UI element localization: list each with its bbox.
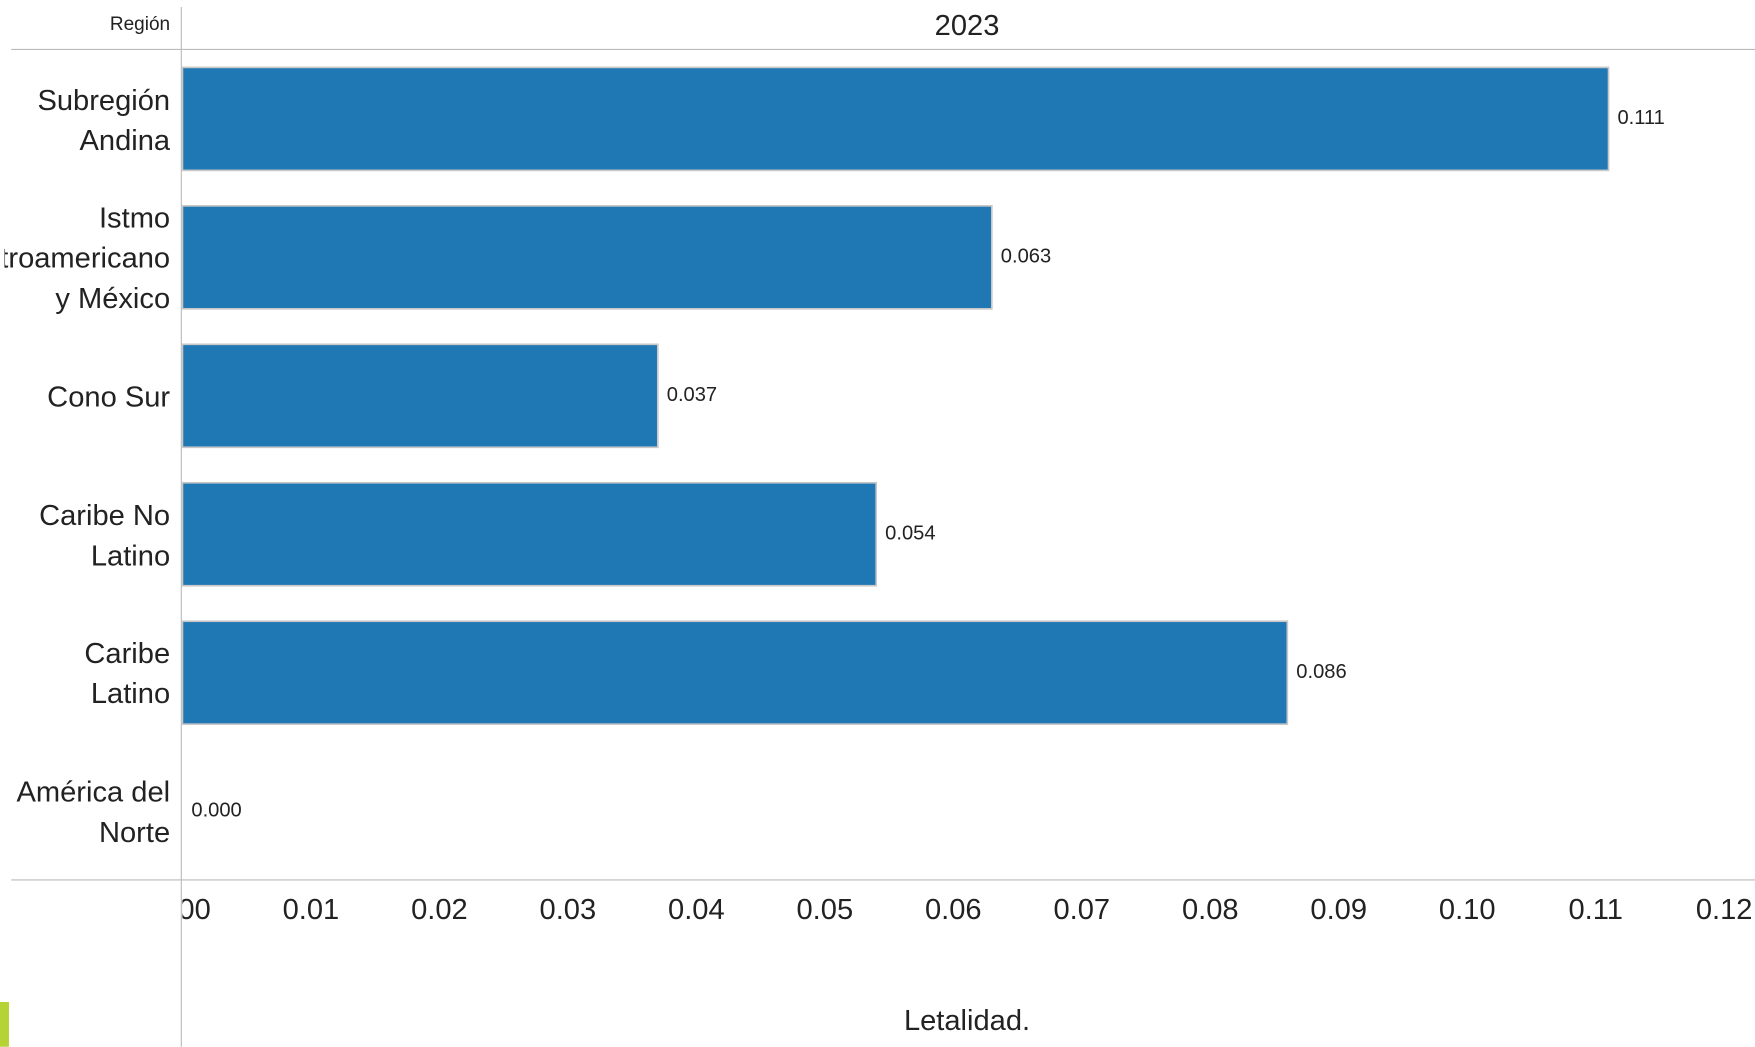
value-label: 0.037 <box>667 384 717 406</box>
accent-bar <box>0 1001 9 1047</box>
category-label: Subregión Andina <box>4 51 170 189</box>
x-tick-label: 0.00 <box>154 894 211 926</box>
x-tick-label: 0.02 <box>411 894 468 926</box>
x-tick-label: 0.11 <box>1568 894 1622 926</box>
y-tick-label: Subregión Andina <box>37 82 171 157</box>
bar <box>181 481 878 587</box>
value-label: 0.111 <box>1617 107 1664 129</box>
bar <box>181 620 1289 726</box>
x-tick-label: 0.03 <box>540 894 597 926</box>
bar <box>181 66 1610 172</box>
x-axis-title: Letalidad. <box>904 1005 1030 1037</box>
category-label: Caribe No Latino <box>4 466 170 604</box>
bar <box>181 343 659 449</box>
category-label: Istmo Centroamericano y México <box>4 189 170 327</box>
y-tick-label: Cono Sur <box>47 379 171 414</box>
category-label-box: Caribe Latino <box>4 604 170 742</box>
x-tick-label: 0.10 <box>1439 894 1496 926</box>
x-tick-label: 0.07 <box>1053 894 1110 926</box>
category-label: Cono Sur <box>4 328 170 466</box>
x-tick-label: 0.09 <box>1310 894 1367 926</box>
category-label-box: Caribe No Latino <box>4 466 170 604</box>
x-tick-label: 0.08 <box>1182 894 1239 926</box>
column-header: 2023 <box>935 10 1000 42</box>
row-header: Región <box>110 14 170 35</box>
category-label: Caribe Latino <box>4 604 170 742</box>
category-label-box: Cono Sur <box>4 328 170 466</box>
category-label-box: América del Norte <box>4 743 170 881</box>
y-tick-label: Istmo Centroamericano y México <box>4 200 171 315</box>
category-label-box: Subregión Andina <box>4 51 170 189</box>
value-label: 0.054 <box>885 523 935 545</box>
category-label-box: Istmo Centroamericano y México <box>4 189 170 327</box>
x-tick-label: 0.05 <box>797 894 854 926</box>
x-tick-label: 0.12 <box>1696 894 1753 926</box>
y-tick-label: América del Norte <box>16 774 171 849</box>
value-label: 0.063 <box>1001 246 1051 268</box>
value-label: 0.000 <box>191 799 241 821</box>
y-tick-label: Caribe Latino <box>84 636 171 711</box>
bar <box>181 205 993 310</box>
category-label: América del Norte <box>4 743 170 881</box>
y-tick-label: Caribe No Latino <box>39 497 171 572</box>
x-tick-label: 0.04 <box>668 894 725 926</box>
x-tick-label: 0.01 <box>283 894 340 926</box>
value-label: 0.086 <box>1296 661 1346 683</box>
x-ticks: 0.00 0.01 0.02 0.03 0.04 0.05 0.06 0.07 0.08 0.09… <box>154 894 1753 926</box>
x-tick-label: 0.06 <box>925 894 982 926</box>
